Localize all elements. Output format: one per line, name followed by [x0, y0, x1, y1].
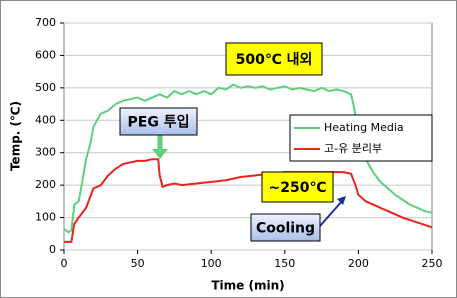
legend-label: Heating Media — [324, 121, 404, 134]
legend-label: 고-유 분리부 — [324, 142, 382, 155]
legend-box — [289, 114, 433, 162]
arrow-head — [152, 149, 168, 159]
y-tick-label: 700 — [35, 16, 56, 29]
x-axis-title: Time (min) — [211, 279, 284, 293]
annotation-box — [261, 171, 334, 203]
arrow-head — [337, 196, 346, 205]
annotation: PEG 투입 — [128, 115, 190, 131]
y-tick-label: 500 — [35, 81, 56, 94]
annotation-box — [119, 107, 198, 136]
x-tick-label: 200 — [348, 257, 369, 270]
y-tick-label: 300 — [35, 146, 56, 159]
y-tick-label: 100 — [35, 211, 56, 224]
x-tick-label: 0 — [61, 257, 68, 270]
x-tick-label: 50 — [131, 257, 145, 270]
y-tick-label: 400 — [35, 113, 56, 126]
annotation-box — [250, 213, 321, 242]
x-tick-label: 100 — [201, 257, 222, 270]
x-tick-label: 150 — [274, 257, 295, 270]
y-axis-title: Temp. (℃) — [9, 101, 23, 171]
annotation-box — [225, 42, 323, 76]
annotation: ~250℃ — [269, 180, 327, 196]
arrow — [319, 199, 344, 227]
y-tick-label: 200 — [35, 178, 56, 191]
annotation: 500℃ 내외 — [236, 51, 313, 68]
y-tick-label: 600 — [35, 48, 56, 61]
series-line — [64, 158, 433, 243]
x-tick-label: 250 — [422, 257, 443, 270]
annotation: Cooling — [256, 221, 315, 237]
y-tick-label: 0 — [49, 243, 56, 256]
